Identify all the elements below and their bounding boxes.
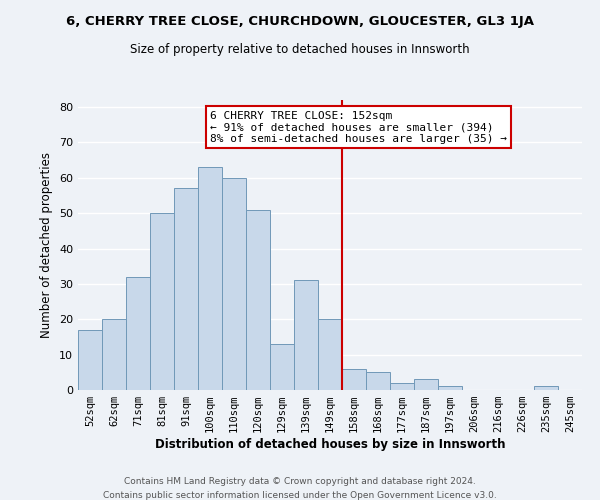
Bar [174, 188, 198, 390]
Bar [102, 320, 126, 390]
Bar [414, 380, 438, 390]
Bar [534, 386, 558, 390]
Text: 6 CHERRY TREE CLOSE: 152sqm
← 91% of detached houses are smaller (394)
8% of sem: 6 CHERRY TREE CLOSE: 152sqm ← 91% of det… [210, 110, 507, 144]
Y-axis label: Number of detached properties: Number of detached properties [40, 152, 53, 338]
Bar [150, 213, 174, 390]
Bar [438, 386, 462, 390]
Bar [342, 369, 366, 390]
Bar [198, 167, 222, 390]
Bar [246, 210, 270, 390]
X-axis label: Distribution of detached houses by size in Innsworth: Distribution of detached houses by size … [155, 438, 505, 451]
Text: Size of property relative to detached houses in Innsworth: Size of property relative to detached ho… [130, 42, 470, 56]
Bar [318, 320, 342, 390]
Bar [366, 372, 390, 390]
Text: Contains public sector information licensed under the Open Government Licence v3: Contains public sector information licen… [103, 491, 497, 500]
Bar [78, 330, 102, 390]
Bar [222, 178, 246, 390]
Bar [390, 383, 414, 390]
Bar [270, 344, 294, 390]
Text: Contains HM Land Registry data © Crown copyright and database right 2024.: Contains HM Land Registry data © Crown c… [124, 478, 476, 486]
Bar [126, 277, 150, 390]
Text: 6, CHERRY TREE CLOSE, CHURCHDOWN, GLOUCESTER, GL3 1JA: 6, CHERRY TREE CLOSE, CHURCHDOWN, GLOUCE… [66, 15, 534, 28]
Bar [294, 280, 318, 390]
